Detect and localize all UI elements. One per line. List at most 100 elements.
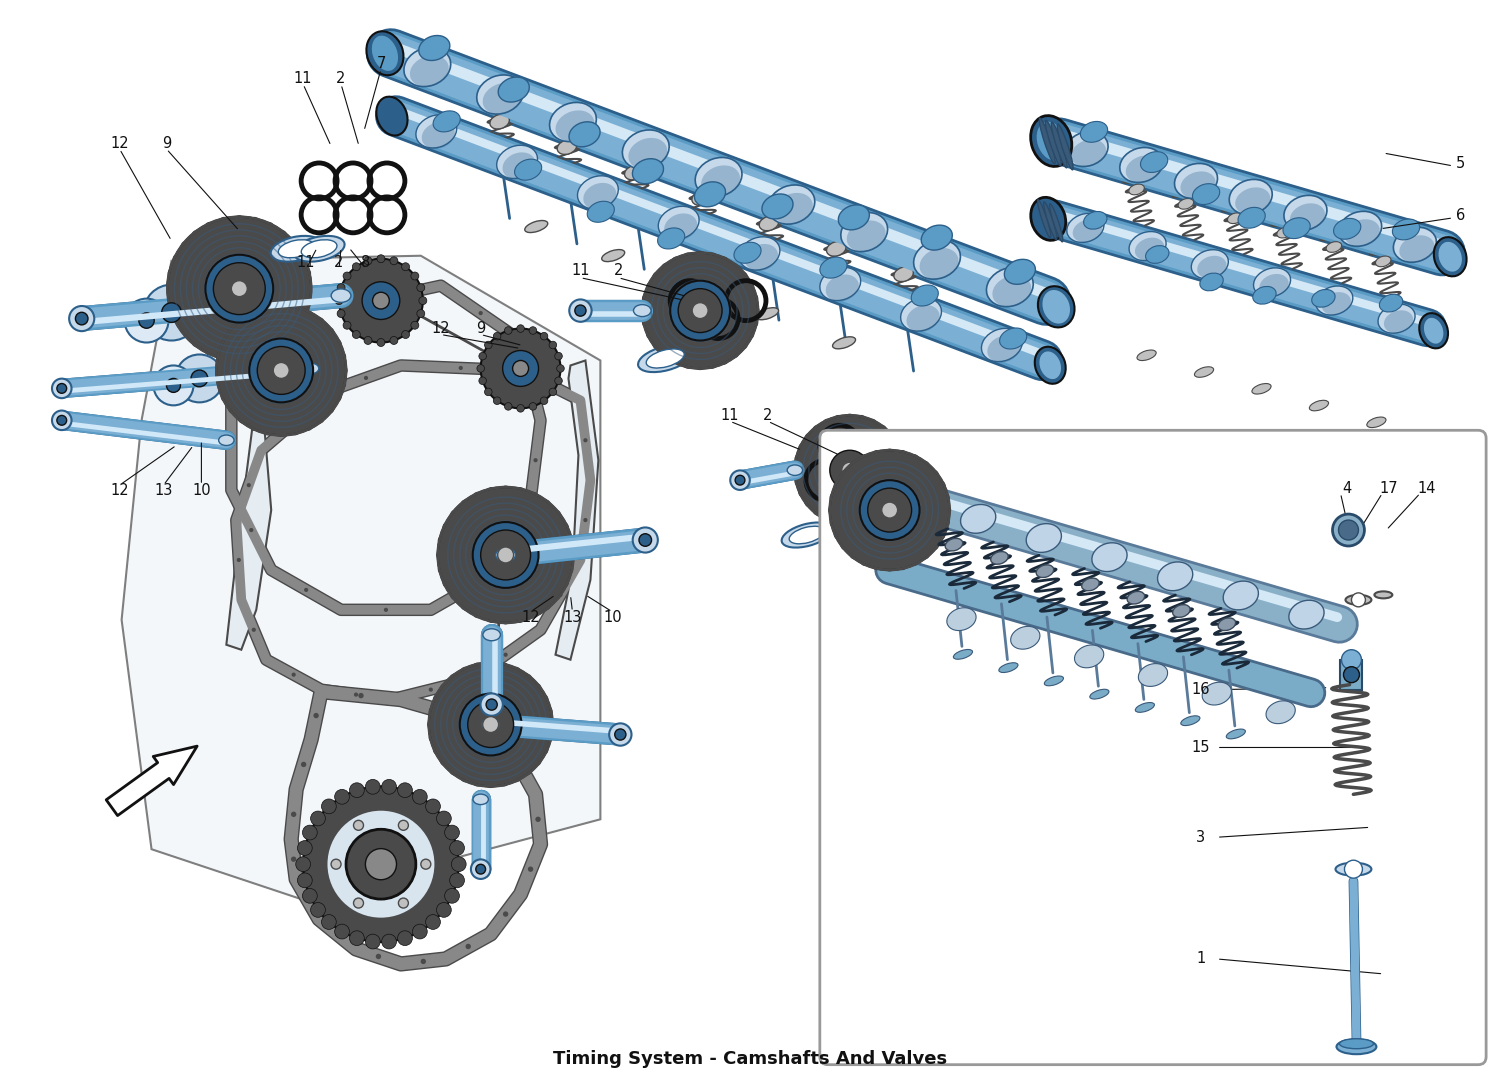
Ellipse shape — [921, 225, 952, 250]
Ellipse shape — [894, 267, 914, 282]
Circle shape — [514, 488, 525, 498]
Text: 10: 10 — [603, 610, 621, 625]
Circle shape — [252, 627, 257, 632]
Circle shape — [419, 296, 428, 305]
Circle shape — [376, 954, 381, 959]
Circle shape — [531, 684, 542, 694]
Ellipse shape — [694, 182, 726, 207]
Circle shape — [291, 857, 297, 861]
Circle shape — [486, 778, 495, 787]
Circle shape — [530, 327, 537, 334]
Ellipse shape — [370, 35, 399, 72]
Circle shape — [466, 589, 476, 598]
Circle shape — [503, 600, 512, 609]
Circle shape — [399, 820, 408, 830]
Circle shape — [450, 873, 465, 888]
Circle shape — [748, 306, 759, 316]
Ellipse shape — [1376, 256, 1390, 267]
Circle shape — [53, 379, 72, 399]
Circle shape — [1344, 666, 1359, 683]
Circle shape — [216, 366, 225, 376]
Circle shape — [206, 222, 214, 233]
Text: 3: 3 — [1197, 830, 1206, 845]
Ellipse shape — [628, 138, 668, 169]
Circle shape — [528, 867, 534, 872]
Circle shape — [834, 416, 843, 426]
Circle shape — [276, 305, 286, 315]
Circle shape — [540, 500, 550, 510]
Circle shape — [639, 534, 651, 547]
Circle shape — [498, 663, 508, 673]
Circle shape — [222, 392, 231, 402]
Circle shape — [166, 378, 180, 392]
Ellipse shape — [1066, 213, 1104, 243]
Circle shape — [813, 505, 824, 515]
Text: 1: 1 — [1196, 952, 1206, 966]
Ellipse shape — [1038, 286, 1074, 328]
Circle shape — [856, 515, 865, 525]
Circle shape — [729, 347, 738, 357]
Ellipse shape — [1344, 219, 1380, 246]
Circle shape — [478, 311, 483, 315]
Circle shape — [682, 253, 693, 264]
Circle shape — [844, 516, 855, 526]
Circle shape — [334, 925, 350, 939]
Circle shape — [411, 272, 419, 280]
Circle shape — [584, 518, 588, 522]
Circle shape — [871, 560, 882, 570]
Circle shape — [246, 484, 250, 487]
Ellipse shape — [821, 267, 861, 301]
Ellipse shape — [987, 335, 1020, 363]
Circle shape — [294, 418, 298, 423]
Circle shape — [735, 475, 746, 485]
Circle shape — [542, 707, 552, 717]
Ellipse shape — [1252, 286, 1276, 304]
Circle shape — [459, 366, 464, 370]
Circle shape — [897, 451, 908, 461]
Circle shape — [436, 811, 451, 825]
Circle shape — [744, 282, 753, 292]
Circle shape — [192, 231, 202, 241]
Circle shape — [334, 790, 350, 804]
Circle shape — [217, 379, 226, 389]
Circle shape — [503, 511, 512, 519]
Ellipse shape — [1218, 617, 1236, 631]
Circle shape — [692, 303, 708, 319]
Circle shape — [813, 426, 824, 436]
Ellipse shape — [433, 111, 460, 132]
Circle shape — [486, 662, 495, 672]
Circle shape — [302, 283, 312, 294]
Circle shape — [442, 523, 453, 533]
Circle shape — [354, 693, 358, 697]
Circle shape — [558, 577, 568, 588]
Circle shape — [258, 346, 305, 394]
Circle shape — [896, 465, 906, 475]
Circle shape — [251, 420, 260, 430]
Circle shape — [850, 549, 859, 559]
Circle shape — [297, 841, 312, 855]
Ellipse shape — [1044, 201, 1058, 240]
Ellipse shape — [1090, 689, 1108, 699]
Circle shape — [540, 396, 548, 404]
Circle shape — [476, 865, 486, 874]
Text: 11: 11 — [722, 407, 740, 423]
Circle shape — [513, 360, 528, 377]
Circle shape — [420, 958, 426, 964]
Circle shape — [642, 306, 651, 316]
Circle shape — [366, 934, 380, 949]
Circle shape — [324, 403, 334, 414]
Circle shape — [800, 487, 808, 498]
Circle shape — [939, 517, 950, 527]
Circle shape — [75, 313, 88, 325]
Circle shape — [642, 318, 652, 328]
Ellipse shape — [1120, 147, 1162, 183]
Circle shape — [490, 600, 498, 609]
Circle shape — [1332, 514, 1365, 546]
Circle shape — [399, 898, 408, 908]
Ellipse shape — [1400, 235, 1434, 262]
Ellipse shape — [946, 608, 976, 631]
Circle shape — [518, 325, 525, 332]
Circle shape — [249, 350, 259, 359]
Circle shape — [480, 530, 531, 580]
Circle shape — [662, 264, 672, 273]
